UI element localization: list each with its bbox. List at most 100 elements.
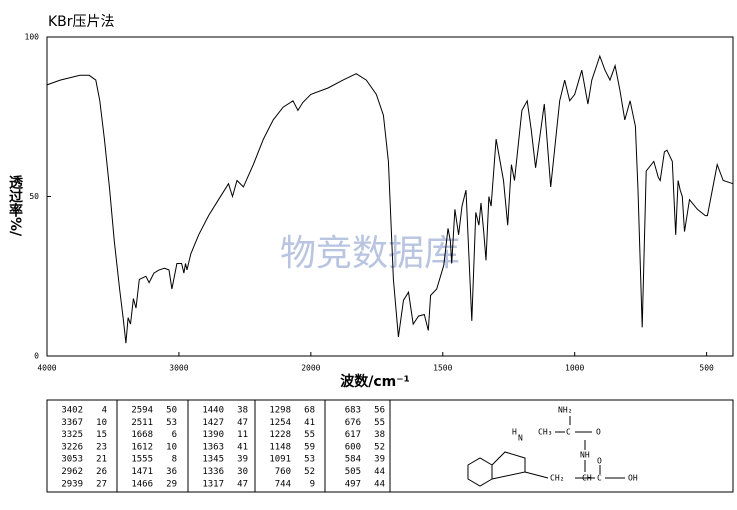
peak-transmittance: 44	[374, 467, 385, 477]
peak-wavenumber: 497	[345, 479, 361, 489]
peak-transmittance: 29	[166, 479, 177, 489]
peak-wavenumber: 1345	[202, 455, 224, 465]
peak-transmittance: 10	[96, 418, 107, 428]
peak-wavenumber: 600	[345, 442, 361, 452]
atom-label: C	[597, 474, 602, 483]
peak-wavenumber: 1148	[269, 442, 291, 452]
x-axis-label: 波数/cm⁻¹	[340, 373, 410, 390]
y-tick-label: 100	[25, 33, 40, 42]
peak-wavenumber: 3226	[61, 442, 83, 452]
benzene-ring	[467, 457, 493, 487]
peak-transmittance: 4	[102, 406, 107, 416]
x-tick-label: 1500	[433, 364, 452, 373]
peak-wavenumber: 2594	[131, 406, 153, 416]
peak-transmittance: 53	[166, 418, 177, 428]
atom-label: O	[597, 457, 602, 466]
peak-wavenumber: 1612	[131, 442, 153, 452]
atom-label: OH	[628, 474, 638, 483]
peak-wavenumber: 2939	[61, 479, 83, 489]
peak-wavenumber: 1298	[269, 406, 291, 416]
peak-transmittance: 59	[304, 442, 315, 452]
atom-label: NH	[580, 451, 590, 460]
atom-label: CH	[582, 474, 592, 483]
peak-wavenumber: 3402	[61, 406, 83, 416]
atom-label: O	[596, 428, 601, 437]
peak-transmittance: 41	[304, 418, 315, 428]
atom-label: C	[566, 428, 571, 437]
y-tick-label: 50	[29, 192, 39, 201]
atom-label: CH₃	[538, 428, 552, 437]
peak-wavenumber: 676	[345, 418, 361, 428]
peak-wavenumber: 505	[345, 467, 361, 477]
x-tick-label: 4000	[37, 364, 56, 373]
peak-transmittance: 56	[374, 406, 385, 416]
peak-transmittance: 21	[96, 455, 107, 465]
x-tick-label: 2000	[301, 364, 320, 373]
peak-transmittance: 30	[237, 467, 248, 477]
peak-wavenumber: 1668	[131, 430, 153, 440]
peak-transmittance: 44	[374, 479, 385, 489]
peak-wavenumber: 1228	[269, 430, 291, 440]
x-tick-label: 500	[699, 364, 714, 373]
peak-transmittance: 10	[166, 442, 177, 452]
peak-transmittance: 9	[310, 479, 315, 489]
peak-transmittance: 23	[96, 442, 107, 452]
peak-wavenumber: 760	[275, 467, 291, 477]
peak-transmittance: 15	[96, 430, 107, 440]
peak-transmittance: 11	[237, 430, 248, 440]
peak-wavenumber: 744	[275, 479, 291, 489]
peak-wavenumber: 1254	[269, 418, 291, 428]
peak-wavenumber: 1363	[202, 442, 224, 452]
y-tick-label: 0	[34, 352, 39, 361]
watermark: 物竞数据库	[280, 233, 460, 274]
peak-wavenumber: 1427	[202, 418, 224, 428]
peak-wavenumber: 584	[345, 455, 361, 465]
peak-wavenumber: 1466	[131, 479, 153, 489]
peak-transmittance: 8	[172, 455, 177, 465]
y-axis-label: 透过率%/	[7, 175, 23, 237]
peak-transmittance: 38	[237, 406, 248, 416]
structure-bonds	[467, 416, 625, 487]
chart-title: KBr压片法	[48, 14, 115, 30]
bond	[524, 471, 549, 479]
peak-transmittance: 50	[166, 406, 177, 416]
atom-label: N	[518, 434, 523, 443]
peak-wavenumber: 1390	[202, 430, 224, 440]
peak-transmittance: 39	[374, 455, 385, 465]
pyrrole-ring	[491, 451, 526, 480]
peak-transmittance: 6	[172, 430, 177, 440]
atom-label: NH₂	[558, 406, 572, 415]
peak-wavenumber: 1317	[202, 479, 224, 489]
peak-wavenumber: 2962	[61, 467, 83, 477]
peak-wavenumber: 1471	[131, 467, 153, 477]
peak-transmittance: 38	[374, 430, 385, 440]
peak-transmittance: 52	[304, 467, 315, 477]
peak-wavenumber: 3367	[61, 418, 83, 428]
peak-wavenumber: 683	[345, 406, 361, 416]
peak-transmittance: 27	[96, 479, 107, 489]
peak-transmittance: 47	[237, 479, 248, 489]
peak-wavenumber: 1336	[202, 467, 224, 477]
spectrum-line	[46, 54, 734, 344]
atom-label: H	[512, 428, 517, 437]
peak-wavenumber: 2511	[131, 418, 153, 428]
peak-transmittance: 53	[304, 455, 315, 465]
x-tick-label: 1000	[565, 364, 584, 373]
peak-transmittance: 41	[237, 442, 248, 452]
peak-transmittance: 68	[304, 406, 315, 416]
peak-wavenumber: 1440	[202, 406, 224, 416]
peak-wavenumber: 3325	[61, 430, 83, 440]
peak-wavenumber: 1555	[131, 455, 153, 465]
peak-transmittance: 55	[374, 418, 385, 428]
atom-label: CH₂	[550, 474, 564, 483]
peak-wavenumber: 1091	[269, 455, 291, 465]
peak-transmittance: 36	[166, 467, 177, 477]
peak-transmittance: 55	[304, 430, 315, 440]
peak-transmittance: 52	[374, 442, 385, 452]
peak-transmittance: 39	[237, 455, 248, 465]
peak-transmittance: 47	[237, 418, 248, 428]
peak-wavenumber: 3053	[61, 455, 83, 465]
x-tick-label: 3000	[169, 364, 188, 373]
table-dividers	[116, 400, 391, 492]
